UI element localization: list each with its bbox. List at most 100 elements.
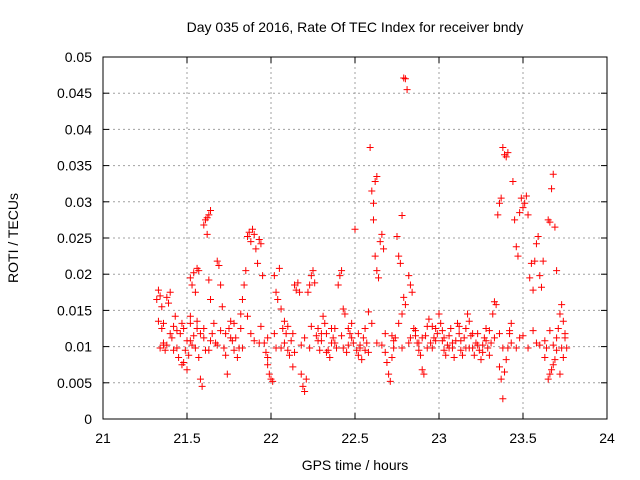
data-point (252, 245, 260, 253)
data-point (395, 252, 403, 260)
data-point (361, 346, 369, 354)
data-point (159, 319, 167, 327)
data-point (487, 339, 495, 347)
data-point (306, 281, 314, 289)
data-point (285, 351, 293, 359)
data-point (304, 288, 312, 296)
data-point (423, 344, 431, 352)
data-point (521, 199, 529, 207)
data-point (390, 344, 398, 352)
data-point (453, 319, 461, 327)
data-point (195, 353, 203, 361)
data-point (359, 334, 367, 342)
data-point (156, 344, 164, 352)
data-point (490, 334, 498, 342)
data-point (188, 281, 196, 289)
y-tick-label: 0.045 (57, 85, 92, 101)
data-point (317, 330, 325, 338)
data-point (176, 330, 184, 338)
data-point (343, 348, 351, 356)
data-point (428, 322, 436, 330)
data-point (495, 330, 503, 338)
data-point (443, 341, 451, 349)
data-point (438, 327, 446, 335)
data-point (551, 223, 559, 231)
data-point (175, 353, 183, 361)
data-point (549, 361, 557, 369)
data-point (348, 334, 356, 342)
data-point (254, 259, 262, 267)
data-point (544, 375, 552, 383)
data-point (425, 315, 433, 323)
data-points (153, 74, 571, 403)
data-point (356, 341, 364, 349)
data-point (348, 319, 356, 327)
data-point (170, 346, 178, 354)
data-point (450, 353, 458, 361)
data-point (502, 153, 510, 161)
data-point (548, 185, 556, 193)
data-point (344, 325, 352, 332)
data-point (378, 230, 386, 238)
data-point (519, 204, 527, 212)
data-point (373, 267, 381, 275)
data-point (351, 225, 359, 233)
data-point (218, 303, 226, 311)
data-point (381, 348, 389, 356)
data-point (302, 375, 310, 383)
data-point (203, 214, 211, 222)
data-point (497, 194, 505, 202)
data-point (470, 351, 478, 359)
data-point (247, 238, 255, 246)
data-point (275, 264, 283, 272)
data-point (270, 330, 278, 338)
data-point (297, 341, 305, 349)
data-point (401, 301, 409, 309)
data-point (375, 274, 383, 282)
data-point (480, 334, 488, 342)
data-point (368, 187, 376, 195)
data-point (459, 351, 467, 359)
data-point (338, 332, 346, 340)
data-point (166, 288, 174, 296)
y-tick-label: 0.005 (57, 375, 92, 391)
data-point (400, 74, 408, 82)
y-tick-label: 0.05 (65, 49, 92, 65)
x-tick-label: 21 (95, 430, 111, 446)
x-tick-label: 24 (599, 430, 615, 446)
data-point (205, 211, 213, 219)
data-point (277, 305, 285, 313)
y-tick-label: 0 (84, 411, 92, 427)
data-point (364, 308, 372, 316)
data-point (311, 279, 319, 287)
data-point (381, 330, 389, 338)
data-point (514, 252, 522, 260)
data-point (448, 339, 456, 347)
data-point (548, 366, 556, 374)
data-point (186, 319, 194, 327)
data-point (495, 199, 503, 207)
data-point (390, 337, 398, 345)
x-tick-label: 23 (431, 430, 447, 446)
data-point (369, 199, 377, 207)
data-point (369, 216, 377, 224)
data-point (213, 341, 221, 349)
data-point (499, 395, 507, 403)
data-point (309, 267, 317, 275)
data-point (247, 330, 255, 338)
data-point (534, 233, 542, 241)
data-point (349, 339, 357, 347)
data-point (455, 322, 463, 330)
data-point (484, 344, 492, 352)
data-point (321, 319, 329, 327)
data-point (554, 325, 562, 332)
data-point (316, 346, 324, 354)
data-point (440, 334, 448, 342)
data-point (237, 325, 245, 332)
data-point (556, 310, 564, 318)
data-point (289, 330, 297, 338)
data-point (418, 334, 426, 342)
data-point (363, 339, 371, 347)
data-point (546, 218, 554, 226)
data-point (196, 330, 204, 338)
